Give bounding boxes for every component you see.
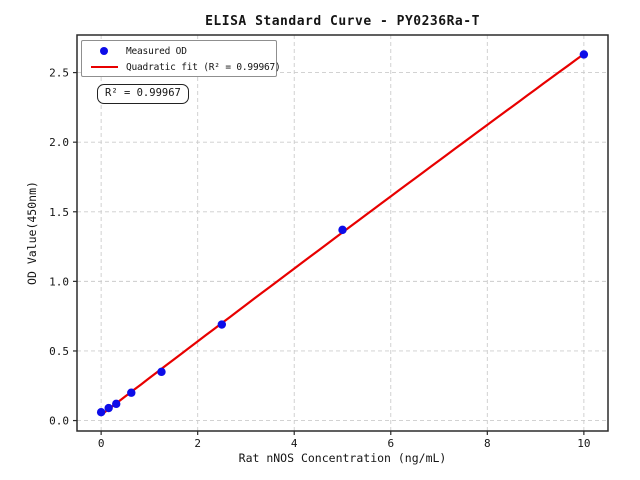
- data-point: [338, 225, 347, 235]
- plot-frame: [76, 34, 609, 432]
- data-point: [157, 367, 166, 377]
- y-tick-label: 2.5: [49, 67, 69, 80]
- data-point: [96, 408, 106, 417]
- x-tick-label: 6: [387, 437, 394, 450]
- x-axis-label: Rat nNOS Concentration (ng/mL): [238, 451, 447, 465]
- data-point: [112, 399, 121, 409]
- legend: Measured OD Quadratic fit (R² = 0.99967): [81, 40, 281, 77]
- x-tick-label: 0: [98, 437, 105, 450]
- data-point: [579, 50, 589, 59]
- y-tick-label: 2.0: [49, 136, 69, 149]
- y-axis-label: OD Value(450nm): [25, 181, 39, 285]
- quadratic-fit-line: [100, 53, 585, 416]
- data-point: [217, 320, 227, 329]
- legend-item-label: Quadratic fit (R² = 0.99967): [126, 61, 281, 73]
- legend-item-measured-od: Measured OD: [88, 43, 276, 59]
- scatter-marker-icon: [100, 47, 108, 55]
- fit-line-icon: [90, 65, 118, 69]
- y-tick-label: 1.0: [49, 275, 69, 288]
- legend-marker-cell: [88, 47, 120, 55]
- legend-marker-cell: [88, 65, 120, 69]
- y-tick-label: 0.0: [49, 415, 69, 428]
- x-tick-label: 8: [484, 437, 491, 450]
- y-tick-label: 1.5: [49, 206, 69, 219]
- x-tick-label: 10: [577, 437, 590, 450]
- x-tick-label: 4: [291, 437, 298, 450]
- r-squared-annotation: R² = 0.99967: [97, 84, 189, 104]
- data-point: [104, 403, 113, 413]
- data-point: [127, 388, 136, 397]
- legend-item-quadratic-fit: Quadratic fit (R² = 0.99967): [88, 59, 281, 75]
- legend-item-label: Measured OD: [126, 45, 187, 57]
- x-tick-label: 2: [194, 437, 201, 450]
- chart-title: ELISA Standard Curve - PY0236Ra-T: [205, 14, 480, 29]
- y-tick-label: 0.5: [49, 345, 69, 358]
